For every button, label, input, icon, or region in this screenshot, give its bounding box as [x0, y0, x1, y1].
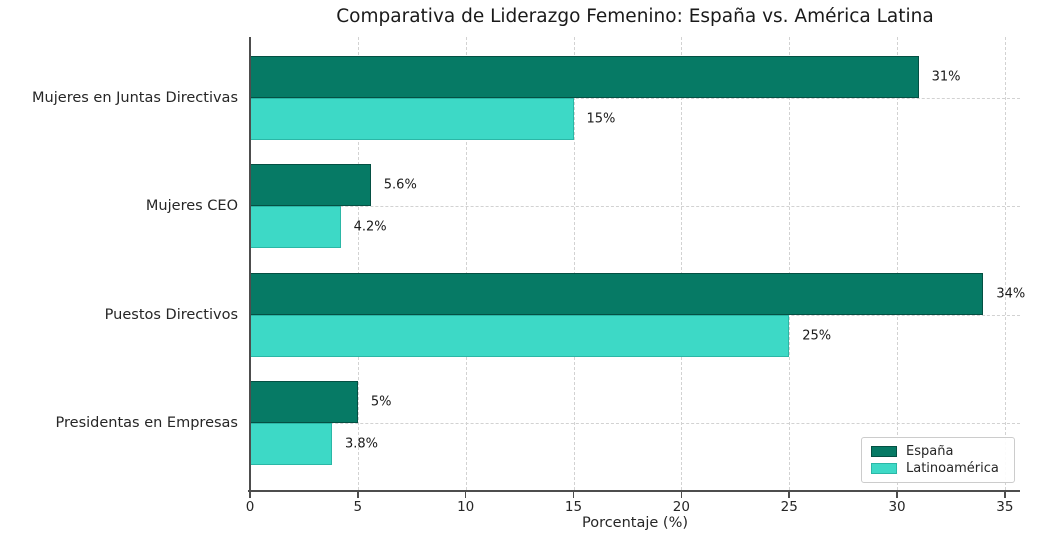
- legend-swatch-espana: [871, 446, 897, 457]
- category-label: Puestos Directivos: [104, 306, 238, 323]
- gridline-horizontal: [250, 206, 1020, 208]
- bar-latinoamerica: [250, 98, 574, 140]
- legend-label-latinoamerica: Latinoamérica: [906, 461, 999, 476]
- x-tick-mark: [788, 492, 790, 498]
- gridline-vertical: [681, 37, 683, 490]
- gridline-vertical: [465, 37, 467, 490]
- x-tick-label: 25: [780, 499, 798, 515]
- gridline-horizontal: [250, 422, 1020, 424]
- bar-value-label: 25%: [802, 328, 832, 344]
- x-axis-label: Porcentaje (%): [581, 515, 689, 531]
- legend-entry-espana: España: [871, 444, 1004, 459]
- x-tick-mark: [357, 492, 359, 498]
- x-tick-label: 20: [672, 499, 690, 515]
- legend-label-espana: España: [906, 444, 954, 459]
- legend: España Latinoamérica: [861, 437, 1015, 483]
- bar-value-label: 4.2%: [353, 219, 387, 235]
- chart-title: Comparativa de Liderazgo Femenino: Españ…: [336, 6, 934, 27]
- bar-espana: [250, 56, 919, 98]
- bar-value-label: 5.6%: [383, 177, 417, 193]
- x-tick-label: 15: [564, 499, 583, 515]
- x-tick-mark: [896, 492, 898, 498]
- bar-value-label: 5%: [370, 394, 392, 410]
- bar-espana: [250, 272, 984, 315]
- x-axis-spine: [248, 490, 1020, 492]
- category-label: Mujeres en Juntas Directivas: [32, 90, 238, 106]
- x-tick-mark: [680, 492, 683, 498]
- x-tick-label: 35: [996, 499, 1014, 515]
- legend-entry-latinoamerica: Latinoamérica: [871, 461, 1004, 476]
- gridline-vertical: [897, 37, 899, 490]
- x-tick-label: 0: [245, 499, 255, 515]
- x-tick-mark: [249, 492, 251, 498]
- bar-value-label: 15%: [586, 111, 616, 127]
- category-label: Presidentas en Empresas: [55, 414, 238, 431]
- bar-value-label: 3.8%: [344, 436, 378, 452]
- x-tick-mark: [1004, 492, 1006, 498]
- gridline-vertical: [573, 37, 575, 490]
- bar-espana: [250, 164, 371, 207]
- gridline-horizontal: [250, 98, 1020, 99]
- x-tick-label: 30: [888, 499, 906, 515]
- bar-latinoamerica: [250, 314, 790, 357]
- x-tick-mark: [464, 492, 467, 498]
- bar-value-label: 34%: [996, 286, 1026, 302]
- bar-latinoamerica: [250, 206, 341, 249]
- x-tick-mark: [572, 492, 575, 498]
- x-tick-label: 10: [457, 499, 475, 515]
- category-label: Mujeres CEO: [145, 198, 238, 215]
- gridline-vertical: [1004, 37, 1006, 490]
- gridline-vertical: [789, 37, 791, 490]
- y-axis-spine: [249, 37, 251, 490]
- x-tick-label: 5: [353, 499, 363, 515]
- gridline-vertical: [357, 37, 359, 490]
- bar-latinoamerica: [250, 422, 332, 465]
- bar-value-label: 31%: [931, 69, 961, 85]
- bar-espana: [250, 380, 358, 423]
- legend-swatch-latinoamerica: [871, 463, 897, 474]
